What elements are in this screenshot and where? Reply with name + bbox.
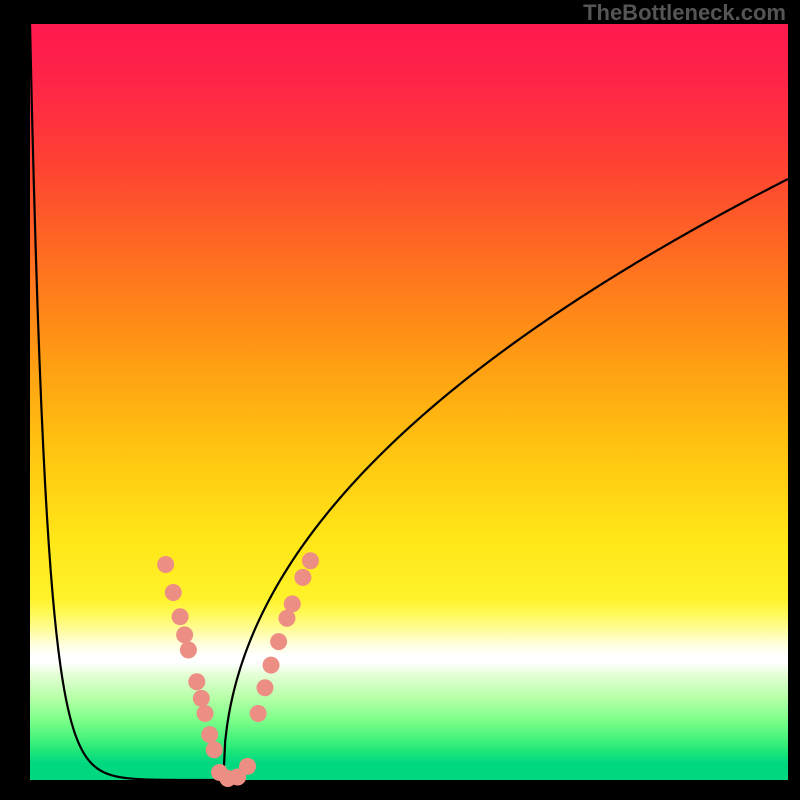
data-point bbox=[302, 552, 319, 569]
data-point bbox=[197, 705, 214, 722]
data-point bbox=[165, 584, 182, 601]
data-point bbox=[239, 758, 256, 775]
data-point bbox=[294, 569, 311, 586]
data-point bbox=[201, 726, 218, 743]
data-point bbox=[157, 556, 174, 573]
markers-bottom bbox=[211, 758, 256, 787]
data-point bbox=[172, 608, 189, 625]
data-point bbox=[256, 679, 273, 696]
markers-right-branch bbox=[250, 552, 319, 722]
data-point bbox=[176, 626, 193, 643]
data-point bbox=[193, 690, 210, 707]
data-point bbox=[270, 633, 287, 650]
data-point bbox=[250, 705, 267, 722]
data-point bbox=[284, 595, 301, 612]
markers-left-branch bbox=[157, 556, 223, 758]
data-point bbox=[263, 657, 280, 674]
bottleneck-curve-plot bbox=[0, 0, 800, 800]
data-point bbox=[188, 673, 205, 690]
bottleneck-curve bbox=[30, 24, 788, 780]
data-point bbox=[206, 741, 223, 758]
data-point bbox=[180, 641, 197, 658]
chart-container: TheBottleneck.com bbox=[0, 0, 800, 800]
